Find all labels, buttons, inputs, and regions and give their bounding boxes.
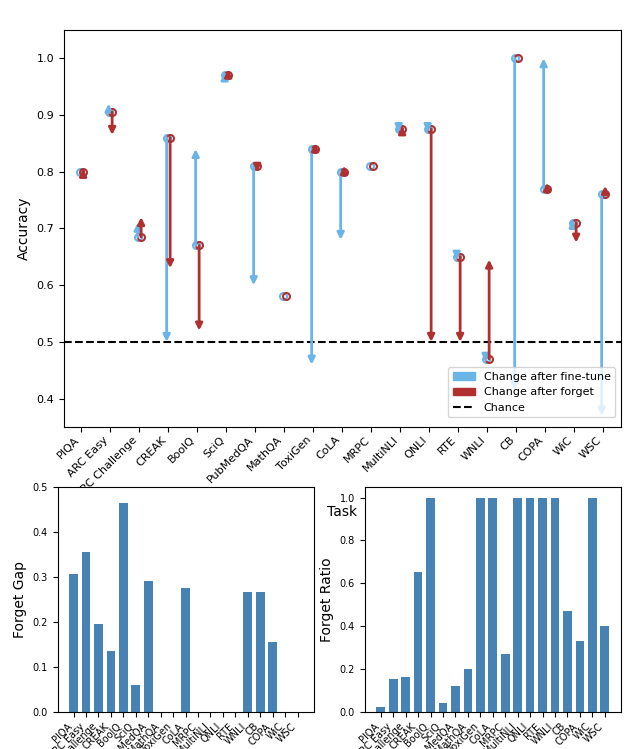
Bar	[600, 626, 609, 712]
X-axis label: Task: Task	[327, 506, 358, 519]
Bar	[488, 497, 497, 712]
Bar	[563, 611, 572, 712]
Bar	[82, 552, 90, 712]
Bar	[550, 497, 559, 712]
Bar	[268, 642, 277, 712]
Bar	[438, 703, 447, 712]
Bar	[131, 685, 140, 712]
Bar	[94, 624, 103, 712]
Bar	[513, 497, 522, 712]
Bar	[256, 592, 264, 712]
Bar	[389, 679, 397, 712]
Bar	[575, 641, 584, 712]
Bar	[401, 677, 410, 712]
Bar	[69, 574, 78, 712]
Bar	[526, 497, 534, 712]
Bar	[463, 669, 472, 712]
Bar	[376, 707, 385, 712]
Bar	[476, 497, 484, 712]
Bar	[426, 497, 435, 712]
Bar	[414, 572, 422, 712]
Bar	[588, 497, 596, 712]
Bar	[181, 588, 190, 712]
Bar	[501, 654, 509, 712]
Legend: Change after fine-tune, Change after forget, Chance: Change after fine-tune, Change after for…	[448, 368, 615, 417]
Y-axis label: Forget Gap: Forget Gap	[13, 561, 27, 637]
Y-axis label: Accuracy: Accuracy	[17, 197, 31, 260]
Bar	[451, 686, 460, 712]
Y-axis label: Forget Ratio: Forget Ratio	[320, 557, 334, 641]
Bar	[119, 503, 128, 712]
Bar	[243, 592, 252, 712]
Bar	[144, 581, 152, 712]
Bar	[107, 651, 115, 712]
Bar	[538, 497, 547, 712]
